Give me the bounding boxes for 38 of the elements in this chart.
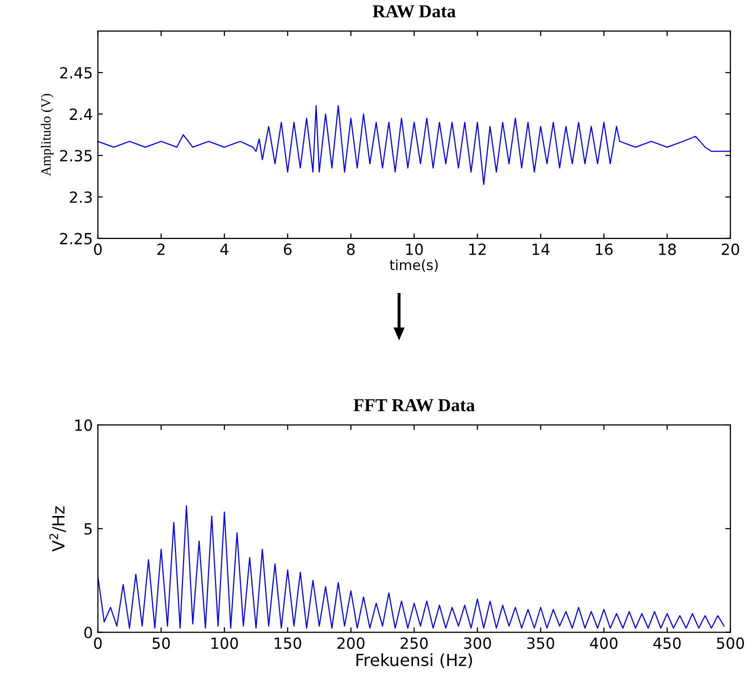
chart-title: RAW Data — [372, 5, 456, 18]
y-tick-label: 0 — [84, 626, 92, 638]
x-tick-label: 50 — [152, 637, 170, 649]
x-tick-label: 8 — [347, 244, 355, 256]
x-tick-label: 450 — [653, 637, 681, 649]
x-axis-title: Frekuensi (Hz) — [356, 653, 472, 668]
x-tick-label: 500 — [717, 637, 744, 649]
x-tick-label: 200 — [337, 637, 364, 649]
x-tick-label: 10 — [406, 244, 423, 256]
x-tick-label: 300 — [464, 637, 491, 649]
x-tick-label: 250 — [400, 637, 428, 649]
y-tick-label: 2.3 — [70, 191, 92, 203]
x-tick-label: 0 — [94, 244, 102, 256]
line-series — [98, 105, 730, 186]
y-tick-label: 2.25 — [60, 232, 92, 244]
x-axis-title: time(s) — [390, 259, 438, 272]
x-tick-label: 20 — [722, 244, 740, 256]
x-tick-label: 150 — [274, 637, 302, 649]
x-tick-label: 18 — [659, 244, 676, 256]
chart-title: FFT RAW Data — [354, 399, 475, 412]
x-tick-label: 6 — [284, 244, 292, 256]
line-series — [98, 505, 725, 629]
y-tick-label: 10 — [75, 419, 92, 431]
y-axis-title: Amplitudo (V) — [40, 94, 54, 176]
x-tick-label: 2 — [157, 244, 164, 255]
x-tick-label: 400 — [590, 637, 618, 649]
x-tick-label: 4 — [220, 244, 228, 255]
x-tick-label: 12 — [469, 244, 486, 255]
x-tick-label: 100 — [211, 637, 238, 649]
x-tick-label: 16 — [596, 244, 613, 256]
x-tick-label: 14 — [532, 244, 550, 255]
y-tick-label: 2.45 — [60, 67, 92, 79]
y-tick-label: 5 — [84, 523, 92, 535]
x-tick-label: 350 — [527, 637, 554, 649]
y-tick-label: 2.35 — [60, 150, 92, 162]
x-tick-label: 0 — [94, 637, 102, 649]
y-axis-title: V$^{2}$/Hz — [49, 506, 66, 552]
y-tick-label: 2.4 — [70, 108, 92, 120]
